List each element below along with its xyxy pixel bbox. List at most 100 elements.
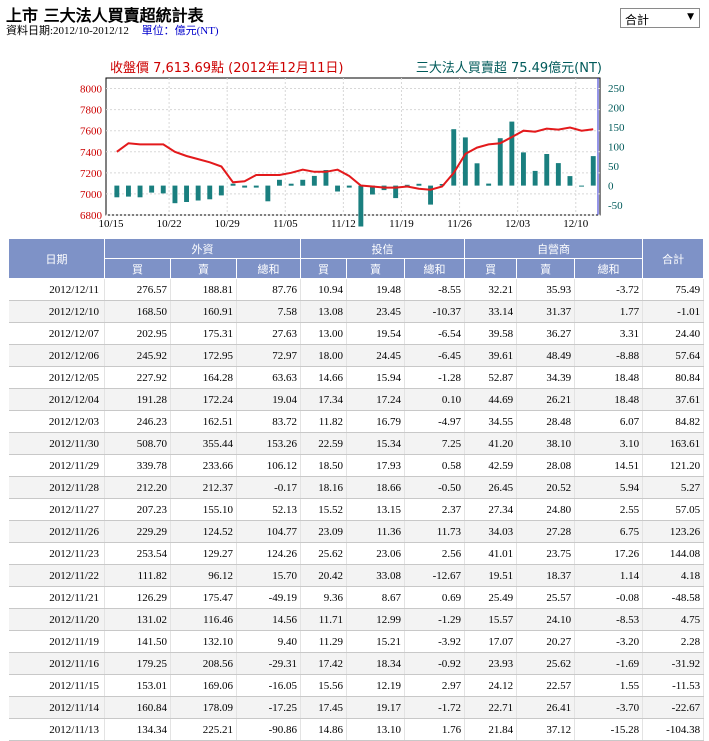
cell-value: 15.21 xyxy=(346,630,406,653)
category-select[interactable]: 合計 ▼ xyxy=(620,8,700,28)
cell-value: 18.00 xyxy=(300,344,348,367)
cell-value: 44.69 xyxy=(464,388,518,411)
cell-value: 39.58 xyxy=(464,322,518,345)
cell-value: -104.38 xyxy=(642,718,705,741)
y-right-tick-label: 100 xyxy=(608,142,625,154)
cell-value: 1.14 xyxy=(574,564,644,587)
cell-value: 9.36 xyxy=(300,586,348,609)
cell-date: 2012/11/27 xyxy=(8,498,105,521)
cell-date: 2012/12/04 xyxy=(8,388,105,411)
cell-value: 121.20 xyxy=(642,454,705,477)
y-left-tick-label: 7400 xyxy=(80,147,103,159)
cell-value: 17.45 xyxy=(300,696,348,719)
cell-value: 1.76 xyxy=(404,718,466,741)
cell-value: 116.46 xyxy=(170,608,237,631)
cell-value: 42.59 xyxy=(464,454,518,477)
y-right-tick-label: 150 xyxy=(608,122,625,134)
cell-value: 104.77 xyxy=(236,520,302,543)
net-buy-bar xyxy=(207,185,213,200)
table-row: 2012/12/04 191.28 172.24 19.04 17.34 17.24 0.1… xyxy=(8,388,705,411)
trade-table: 日期 外資 投信 自營商 合計 買 賣 總和 買 賣 總和 買 賣 總和 201… xyxy=(8,238,705,741)
cell-value: 18.48 xyxy=(574,366,644,389)
y-left-tick-label: 8000 xyxy=(80,84,103,96)
cell-value: 212.20 xyxy=(104,476,171,499)
cell-value: 15.70 xyxy=(236,564,302,587)
cell-value: -1.28 xyxy=(404,366,466,389)
y-right-tick-label: -50 xyxy=(608,200,623,212)
cell-value: 20.52 xyxy=(516,476,576,499)
cell-value: 17.26 xyxy=(574,542,644,565)
x-tick-label: 10/29 xyxy=(215,218,241,230)
cell-value: 11.73 xyxy=(404,520,466,543)
close-price-caption: 收盤價 7,613.69點 (2012年12月11日) xyxy=(110,61,343,76)
cell-value: -8.55 xyxy=(404,278,466,301)
table-row: 2012/12/10 168.50 160.91 7.58 13.08 23.45 -10.… xyxy=(8,300,705,323)
cell-value: 31.37 xyxy=(516,300,576,323)
table-row: 2012/12/07 202.95 175.31 27.63 13.00 19.54 -6.… xyxy=(8,322,705,345)
cell-value: 111.82 xyxy=(104,564,171,587)
y-right-tick-label: 200 xyxy=(608,102,625,114)
cell-value: 134.34 xyxy=(104,718,171,741)
cell-value: 25.49 xyxy=(464,586,518,609)
cell-value: 20.42 xyxy=(300,564,348,587)
net-buy-bar xyxy=(323,170,329,186)
header-total: 合計 xyxy=(642,238,705,279)
cell-value: 15.56 xyxy=(300,674,348,697)
y-left-tick-label: 6800 xyxy=(80,210,103,222)
cell-value: -3.92 xyxy=(404,630,466,653)
cell-value: 12.19 xyxy=(346,674,406,697)
cell-value: 6.07 xyxy=(574,410,644,433)
table-row: 2012/11/21 126.29 175.47 -49.19 9.36 8.67 0.69… xyxy=(8,586,705,609)
table-row: 2012/12/11 276.57 188.81 87.76 10.94 19.48 -8.… xyxy=(8,278,705,301)
cell-value: 23.93 xyxy=(464,652,518,675)
cell-value: 8.67 xyxy=(346,586,406,609)
cell-value: 87.76 xyxy=(236,278,302,301)
cell-value: 164.28 xyxy=(170,366,237,389)
table-row: 2012/11/26 229.29 124.52 104.77 23.09 11.36 11… xyxy=(8,520,705,543)
cell-value: 13.08 xyxy=(300,300,348,323)
cell-value: 188.81 xyxy=(170,278,237,301)
cell-value: -48.58 xyxy=(642,586,705,609)
cell-value: -0.50 xyxy=(404,476,466,499)
y-left-tick-label: 7200 xyxy=(80,168,103,180)
cell-value: 23.45 xyxy=(346,300,406,323)
cell-value: 96.12 xyxy=(170,564,237,587)
cell-value: 14.66 xyxy=(300,366,348,389)
table-row: 2012/12/06 245.92 172.95 72.97 18.00 24.45 -6.… xyxy=(8,344,705,367)
cell-value: 175.31 xyxy=(170,322,237,345)
net-buy-bar xyxy=(346,185,352,188)
cell-value: 24.40 xyxy=(642,322,705,345)
cell-value: 26.21 xyxy=(516,388,576,411)
cell-value: 19.04 xyxy=(236,388,302,411)
cell-value: 18.50 xyxy=(300,454,348,477)
cell-value: 3.31 xyxy=(574,322,644,345)
cell-value: 0.69 xyxy=(404,586,466,609)
cell-value: 106.12 xyxy=(236,454,302,477)
cell-value: 153.26 xyxy=(236,432,302,455)
cell-value: -12.67 xyxy=(404,564,466,587)
close-price-line xyxy=(116,126,594,191)
x-tick-label: 11/19 xyxy=(389,218,414,230)
cell-value: 7.25 xyxy=(404,432,466,455)
cell-date: 2012/12/05 xyxy=(8,366,105,389)
cell-date: 2012/11/29 xyxy=(8,454,105,477)
header-foreign-sell: 賣 xyxy=(170,258,237,279)
cell-value: 28.08 xyxy=(516,454,576,477)
net-buy-bar xyxy=(311,175,317,186)
cell-value: 17.93 xyxy=(346,454,406,477)
cell-value: 41.01 xyxy=(464,542,518,565)
cell-value: 4.18 xyxy=(642,564,705,587)
cell-value: -0.92 xyxy=(404,652,466,675)
cell-value: 246.23 xyxy=(104,410,171,433)
net-buy-bar xyxy=(160,185,166,194)
cell-value: 7.58 xyxy=(236,300,302,323)
cell-value: -90.86 xyxy=(236,718,302,741)
cell-value: 129.27 xyxy=(170,542,237,565)
cell-value: 20.27 xyxy=(516,630,576,653)
net-buy-bar xyxy=(579,185,584,187)
cell-value: 27.63 xyxy=(236,322,302,345)
cell-value: 172.95 xyxy=(170,344,237,367)
cell-value: -3.70 xyxy=(574,696,644,719)
cell-date: 2012/11/16 xyxy=(8,652,105,675)
cell-value: 1.77 xyxy=(574,300,644,323)
